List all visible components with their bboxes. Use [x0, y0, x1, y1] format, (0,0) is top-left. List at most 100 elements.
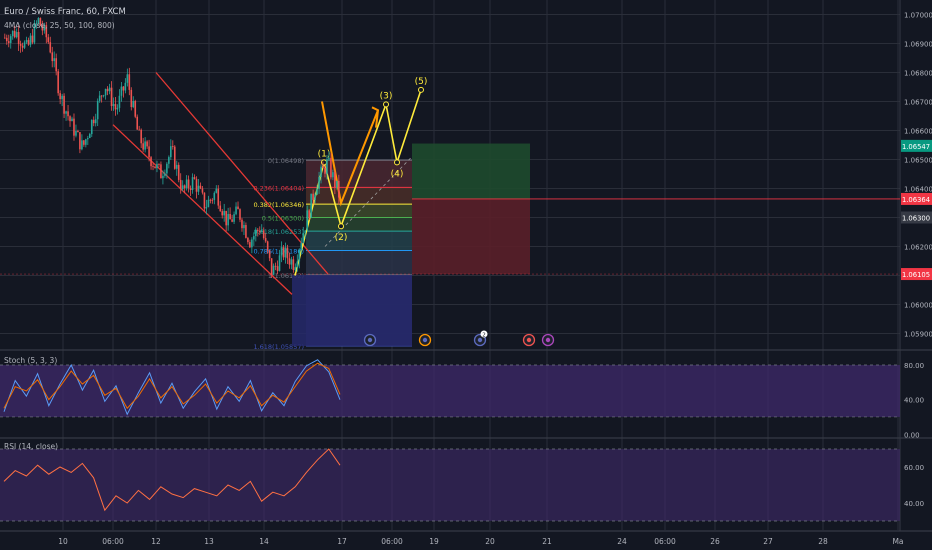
- price-badge-label: 1.06547: [902, 143, 930, 151]
- rsi-legend[interactable]: RSI (14, close): [4, 442, 58, 451]
- candle-body: [233, 214, 235, 222]
- candle-body: [173, 146, 176, 169]
- candle-body: [227, 214, 229, 226]
- candle-body: [193, 177, 196, 179]
- fib-level-label: 0.786(1.06186): [253, 248, 304, 256]
- candle-body: [290, 259, 293, 265]
- candle-body: [160, 164, 162, 179]
- candle-body: [77, 130, 79, 133]
- projection-box: [292, 274, 412, 346]
- x-tick-label: Ma: [892, 537, 903, 546]
- x-tick-label: 17: [337, 537, 347, 546]
- symbol-legend[interactable]: Euro / Swiss Franc, 60, FXCM: [4, 7, 126, 17]
- candle-body: [296, 261, 299, 268]
- candle-body: [221, 211, 224, 216]
- event-count-label: 2: [482, 333, 486, 339]
- wave-label: (3): [380, 91, 393, 101]
- rsi-tick-label: 40.00: [904, 500, 924, 508]
- orange-arrow-head: [371, 106, 380, 128]
- candle-body: [63, 95, 65, 114]
- candle-body: [43, 25, 46, 31]
- candle-body: [330, 157, 332, 178]
- candle-body: [65, 111, 67, 114]
- candle-body: [132, 100, 135, 108]
- candle-body: [298, 250, 301, 262]
- candle-body: [316, 188, 318, 195]
- candle-body: [189, 188, 192, 190]
- candle-body: [187, 179, 190, 189]
- candle-body: [251, 239, 253, 248]
- channel-lower-line: [112, 124, 293, 295]
- candle-body: [104, 88, 107, 96]
- candle-body: [201, 188, 204, 193]
- candle-body: [306, 210, 308, 231]
- candle-body: [67, 111, 69, 117]
- candle-body: [162, 175, 164, 179]
- candle-body: [150, 157, 152, 167]
- candle-body: [27, 40, 30, 45]
- candle-body: [270, 258, 273, 275]
- fib-zone: [306, 217, 412, 232]
- y-tick-label: 1.06900: [904, 41, 932, 49]
- candle-body: [35, 23, 38, 24]
- candle-body: [286, 247, 289, 259]
- candle-body: [209, 199, 212, 201]
- candle-body: [260, 230, 263, 232]
- price-badge-label: 1.06364: [902, 196, 930, 204]
- candle-body: [83, 140, 85, 145]
- candle-body: [114, 104, 117, 110]
- candlestick-series: [4, 17, 340, 278]
- candle-body: [73, 118, 75, 136]
- candle-body: [310, 193, 312, 218]
- stoch-legend[interactable]: Stoch (5, 3, 3): [4, 356, 57, 365]
- stoch-tick-label: 80.00: [904, 362, 924, 370]
- candle-body: [15, 31, 18, 38]
- candle-body: [177, 164, 180, 180]
- candle-body: [47, 37, 50, 43]
- ma-legend[interactable]: 4MA (close, 25, 50, 100, 800): [4, 21, 115, 30]
- event-badge-dot: [477, 337, 483, 343]
- candle-body: [5, 37, 8, 42]
- candle-body: [69, 116, 71, 122]
- candle-body: [237, 206, 239, 210]
- candle-body: [166, 163, 168, 174]
- candle-body: [320, 166, 322, 178]
- candle-body: [328, 157, 330, 160]
- candle-body: [249, 242, 251, 248]
- stoch-k-line: [3, 359, 341, 416]
- candle-body: [181, 185, 184, 190]
- candle-body: [21, 45, 24, 48]
- candle-body: [100, 95, 103, 97]
- wave-label: (4): [391, 169, 404, 179]
- candle-body: [172, 146, 174, 147]
- candle-body: [85, 139, 87, 145]
- target-zone: [412, 143, 530, 199]
- candle-body: [49, 42, 52, 53]
- rsi-line: [3, 448, 341, 512]
- price-badge-label: 1.06300: [902, 215, 930, 223]
- candle-body: [17, 31, 20, 44]
- wave-point: [321, 159, 327, 166]
- candle-body: [288, 258, 291, 265]
- candle-body: [300, 242, 303, 251]
- stoch-tick-label: 40.00: [904, 397, 924, 405]
- candle-body: [156, 164, 158, 169]
- candle-body: [168, 157, 170, 164]
- fib-level-label: 0.5(1.06300): [262, 215, 304, 223]
- candle-body: [81, 140, 83, 150]
- indicator-panes: [0, 359, 900, 522]
- candle-body: [90, 119, 93, 135]
- x-tick-label: 24: [617, 537, 627, 546]
- candle-body: [183, 185, 186, 189]
- wave-point: [418, 86, 424, 93]
- x-tick-label: 21: [542, 537, 552, 546]
- fib-zone: [306, 231, 412, 251]
- candle-body: [9, 36, 12, 43]
- candle-body: [124, 82, 127, 91]
- candle-body: [223, 210, 225, 216]
- candle-body: [292, 259, 295, 271]
- candle-body: [239, 209, 241, 220]
- x-tick-label: 12: [151, 537, 161, 546]
- candle-body: [274, 265, 277, 267]
